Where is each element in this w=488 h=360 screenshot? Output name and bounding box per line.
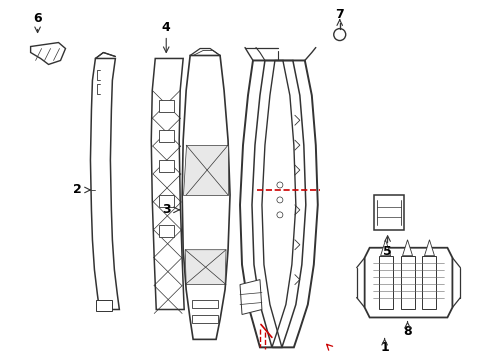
Polygon shape xyxy=(192,315,218,323)
Polygon shape xyxy=(159,195,174,207)
Polygon shape xyxy=(373,195,403,230)
Text: 6: 6 xyxy=(33,12,42,25)
Polygon shape xyxy=(378,256,392,310)
Polygon shape xyxy=(182,55,229,339)
Polygon shape xyxy=(31,42,65,64)
Text: 7: 7 xyxy=(335,8,344,21)
Polygon shape xyxy=(364,248,451,318)
Text: 5: 5 xyxy=(383,245,391,258)
Polygon shape xyxy=(159,160,174,172)
Polygon shape xyxy=(380,240,390,256)
Polygon shape xyxy=(159,130,174,142)
Polygon shape xyxy=(240,60,317,347)
Polygon shape xyxy=(400,256,414,310)
Polygon shape xyxy=(151,58,184,310)
Polygon shape xyxy=(159,225,174,237)
Polygon shape xyxy=(159,100,174,112)
Polygon shape xyxy=(192,300,218,307)
Text: 2: 2 xyxy=(73,184,81,197)
Text: 3: 3 xyxy=(162,203,170,216)
Polygon shape xyxy=(402,240,412,256)
Polygon shape xyxy=(422,256,436,310)
Text: 8: 8 xyxy=(403,325,411,338)
Polygon shape xyxy=(183,145,227,195)
Polygon shape xyxy=(90,58,119,310)
Text: 1: 1 xyxy=(380,341,388,354)
Polygon shape xyxy=(240,280,262,315)
Polygon shape xyxy=(424,240,433,256)
Polygon shape xyxy=(185,250,225,285)
Polygon shape xyxy=(96,300,112,311)
Text: 4: 4 xyxy=(162,21,170,34)
